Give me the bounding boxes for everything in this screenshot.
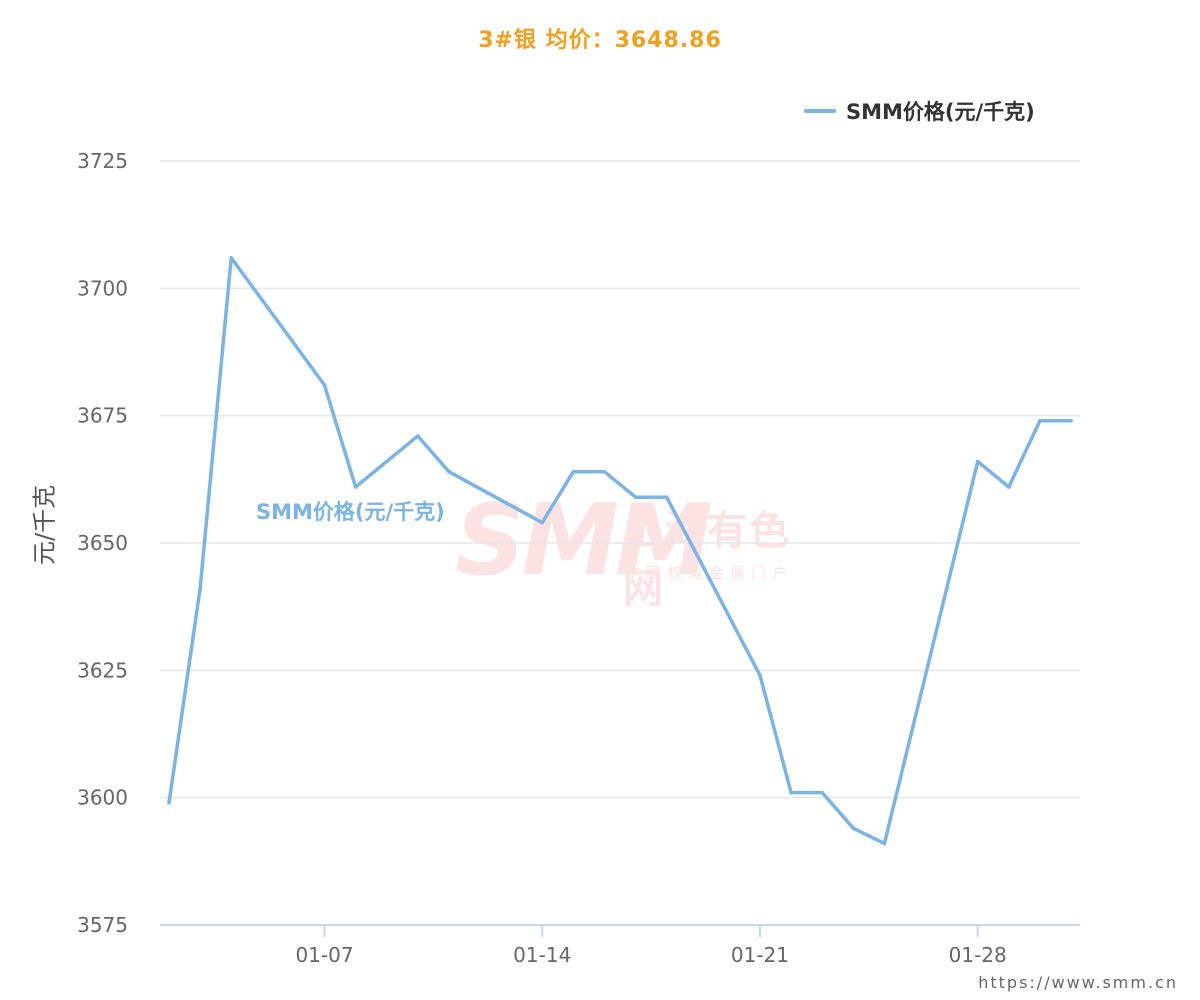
y-tick-label: 3725 xyxy=(77,149,128,173)
y-tick-label: 3675 xyxy=(77,404,128,428)
data-point xyxy=(571,469,576,474)
legend-label: SMM价格(元/千克) xyxy=(846,100,1035,124)
series-label: SMM价格(元/千克) xyxy=(256,500,445,524)
data-point xyxy=(664,495,669,499)
data-point xyxy=(229,255,234,260)
data-point xyxy=(789,790,793,795)
x-tick-label: 01-21 xyxy=(731,943,789,967)
y-tick-label: 3575 xyxy=(77,913,128,937)
data-point xyxy=(975,459,980,464)
data-point xyxy=(167,800,171,805)
data-point xyxy=(882,841,887,846)
data-point xyxy=(198,587,202,591)
data-point xyxy=(602,469,607,474)
chart-title: 3#银 均价：3648.86 xyxy=(478,28,722,53)
data-point xyxy=(851,826,856,831)
series-line xyxy=(167,256,1073,846)
y-tick-label: 3625 xyxy=(77,658,128,682)
x-tick-label: 01-14 xyxy=(513,943,571,967)
data-point xyxy=(1069,418,1073,423)
data-point xyxy=(322,383,327,387)
y-tick-label: 3650 xyxy=(77,531,128,555)
data-point xyxy=(540,520,545,525)
legend-swatch xyxy=(804,109,836,113)
data-point xyxy=(416,434,420,438)
data-point xyxy=(758,673,762,678)
x-tick-label: 01-07 xyxy=(295,943,353,967)
data-point xyxy=(633,495,638,499)
grid xyxy=(160,160,1080,926)
data-point xyxy=(353,485,358,489)
series-group xyxy=(167,255,1073,846)
data-point xyxy=(1006,485,1011,489)
legend[interactable]: SMM价格(元/千克) xyxy=(804,96,1035,126)
data-point xyxy=(1038,418,1042,423)
x-axis-ticks: 01-07 01-14 01-21 01-28 xyxy=(295,925,1007,967)
y-axis-ticks: 3575 3600 3625 3650 3675 3700 3725 xyxy=(77,149,128,937)
y-tick-label: 3600 xyxy=(77,786,128,810)
data-point xyxy=(447,469,451,474)
data-point xyxy=(820,790,824,795)
x-tick-label: 01-28 xyxy=(949,943,1007,967)
watermark-name: 上海有色网 xyxy=(623,508,791,612)
y-tick-label: 3700 xyxy=(77,276,128,300)
source-url: https://www.smm.cn xyxy=(978,973,1178,992)
